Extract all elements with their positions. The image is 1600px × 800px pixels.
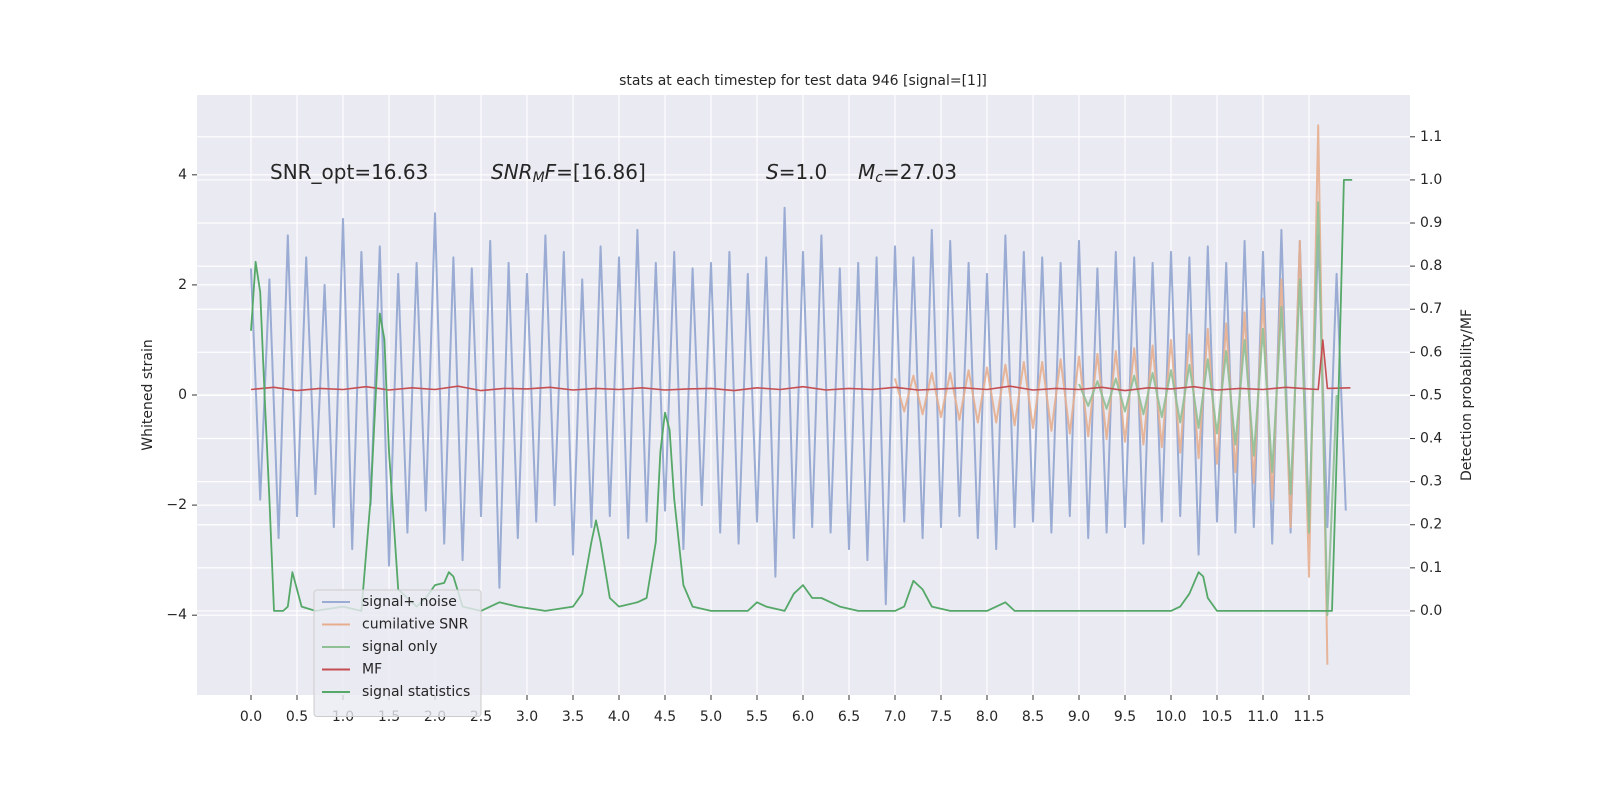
x-tick-label: 10.0 <box>1155 709 1186 725</box>
annotation-part: M <box>533 170 545 186</box>
x-tick-label: 3.0 <box>516 709 538 725</box>
y-tick-label: 2 <box>178 277 187 293</box>
x-tick-label: 6.5 <box>838 709 860 725</box>
y2-tick-label: 0.1 <box>1420 560 1442 576</box>
series-line <box>250 206 1347 606</box>
x-tick-label: 5.0 <box>700 709 722 725</box>
y2-tick-label: 0.7 <box>1420 301 1442 317</box>
x-tick-label: 3.5 <box>562 709 584 725</box>
x-tick-label: 4.0 <box>608 709 630 725</box>
annotation-part: M <box>858 160 875 184</box>
x-tick-label: 0.5 <box>286 709 308 725</box>
y-tick-label: −4 <box>166 607 187 623</box>
annotation: SNRMF=[16.86] <box>491 160 646 187</box>
x-tick-label: 8.0 <box>976 709 998 725</box>
x-tick-label: 4.5 <box>654 709 676 725</box>
legend-label: MF <box>362 662 382 678</box>
x-tick-label: 7.5 <box>930 709 952 725</box>
annotation-part: =27.03 <box>883 160 957 184</box>
y-axis-label: Whitened strain <box>140 339 156 450</box>
y2-tick-label: 0.2 <box>1420 517 1442 533</box>
y2-tick-label: 0.9 <box>1420 215 1442 231</box>
annotation: S=1.0 <box>766 160 827 184</box>
y2-tick-label: 0.5 <box>1420 387 1442 403</box>
y2-tick-label: 0.8 <box>1420 258 1442 274</box>
x-tick-label: 8.5 <box>1022 709 1044 725</box>
annotation-part: SNR_opt=16.63 <box>270 160 428 184</box>
x-tick-label: 7.0 <box>884 709 906 725</box>
annotation-part: =1.0 <box>779 160 828 184</box>
annotation: Mc=27.03 <box>858 160 957 187</box>
annotation: SNR_opt=16.63 <box>270 160 428 184</box>
y2-axis-label: Detection probability/MF <box>1459 309 1475 481</box>
annotation-part: F <box>545 160 557 184</box>
y-tick-label: −2 <box>166 497 187 513</box>
annotation-part: S <box>766 160 779 184</box>
chart-title: stats at each timestep for test data 946… <box>619 73 987 89</box>
series-line <box>250 339 1351 392</box>
x-tick-label: 6.0 <box>792 709 814 725</box>
x-tick-label: 10.5 <box>1201 709 1232 725</box>
y2-tick-label: 0.6 <box>1420 344 1442 360</box>
y2-tick-label: 1.1 <box>1420 129 1442 145</box>
legend-label: signal only <box>362 639 437 655</box>
y-tick-label: 0 <box>178 387 187 403</box>
y-tick-label: 4 <box>178 167 187 183</box>
x-tick-label: 0.0 <box>240 709 262 725</box>
x-tick-label: 9.0 <box>1068 709 1090 725</box>
annotation-part: =[16.86] <box>556 160 646 184</box>
y2-tick-label: 0.3 <box>1420 474 1442 490</box>
series-line <box>1078 201 1338 617</box>
y2-tick-label: 0.4 <box>1420 431 1442 447</box>
legend-box <box>313 589 482 717</box>
x-tick-label: 11.0 <box>1247 709 1278 725</box>
legend-label: cumilative SNR <box>362 617 469 633</box>
annotation-part: c <box>875 170 883 186</box>
legend: signal+ noise cumilative SNR signal only MF… <box>313 589 482 717</box>
y2-tick-label: 1.0 <box>1420 172 1442 188</box>
x-tick-label: 11.5 <box>1293 709 1324 725</box>
x-tick-label: 9.5 <box>1114 709 1136 725</box>
y2-tick-label: 0.0 <box>1420 603 1442 619</box>
legend-label: signal statistics <box>362 684 470 700</box>
legend-label: signal+ noise <box>362 594 457 610</box>
annotation-part: SNR <box>491 160 533 184</box>
x-tick-label: 5.5 <box>746 709 768 725</box>
